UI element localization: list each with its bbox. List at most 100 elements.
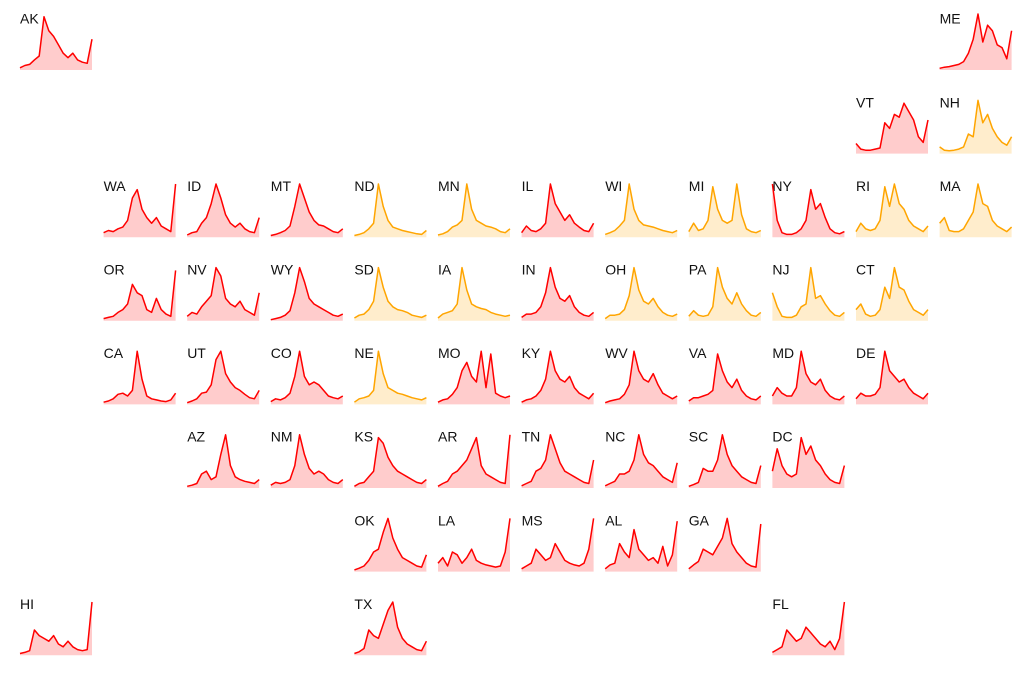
sparkline [604,434,678,487]
tile-label: ID [187,178,201,194]
sparkline [771,350,845,401]
sparkline-area [187,351,260,405]
tile-label: AK [20,11,39,27]
tile-label: IL [522,178,534,194]
sparkline [437,434,511,487]
sparkline-area [772,437,845,488]
sparkline [604,183,678,236]
sparkline [521,266,595,319]
sparkline-area [521,434,594,488]
sparkline-area [939,100,1012,154]
tile-label: MD [772,345,794,361]
sparkline [688,434,762,488]
sparkline-area [521,351,594,405]
sparkline [103,270,177,320]
tile-label: TX [354,596,373,612]
sparkline [939,183,1013,233]
sparkline [354,183,427,237]
sparkline-area [103,184,176,238]
sparkline-area [270,351,343,405]
sparkline-area [688,518,761,572]
tile-label: OR [104,262,125,278]
tile-label: NE [354,345,373,361]
tile-label: CO [271,345,292,361]
sparkline [604,266,678,320]
tile-label: VA [689,345,707,361]
tile-label: DC [772,429,792,445]
sparkline [688,353,762,402]
sparkline [521,350,595,403]
sparkline [354,436,427,487]
tile-label: VT [856,94,874,110]
tile-label: NY [772,178,792,194]
tile-label: IN [522,262,536,278]
sparkline-area [270,184,343,238]
sparkline [521,434,595,487]
sparkline-area [772,351,845,405]
sparkline [855,102,929,151]
tile-label: AL [605,512,622,528]
tile-label: MO [438,345,461,361]
sparkline-area [103,351,176,405]
tile-label: NH [940,94,960,110]
sparkline-area [438,184,510,238]
tile-label: ME [940,11,961,27]
sparkline [771,266,845,319]
tile-label: LA [438,512,456,528]
tile-label: MT [271,178,292,194]
sparkline-area [688,354,761,405]
tile-label: WY [271,262,294,278]
tile-label: PA [689,262,707,278]
sparkline [855,350,929,400]
sparkline-area [438,434,510,488]
sparkline [270,266,344,321]
tile-label: OK [354,512,375,528]
sparkline [354,266,427,319]
sparkline-area [772,602,845,656]
tile-label: MS [522,512,543,528]
tile-label: MN [438,178,460,194]
sparkline-area [354,602,427,656]
sparkline-area [605,351,678,405]
tile-label: KS [354,429,373,445]
sparkline-area [187,267,260,321]
sparkline-area [856,267,928,321]
sparkline-area [187,434,260,488]
sparkline [103,350,177,403]
tile-label: IA [438,262,452,278]
tile-label: WV [605,345,628,361]
tile-label: FL [772,596,789,612]
sparkline-area [521,184,594,238]
sparkline [270,350,344,403]
sparkline-area [688,434,761,488]
tile-label: ND [354,178,374,194]
tile-label: AR [438,429,457,445]
tile-label: SD [354,262,373,278]
tile-label: CA [104,345,124,361]
tile-label: MI [689,178,705,194]
sparkline [270,434,344,486]
sparkline [604,350,678,404]
sparkline-area [856,351,928,405]
sparkline [437,266,511,319]
sparkline [354,601,428,655]
sparkline [270,183,344,237]
sparkline-area [939,14,1012,70]
sparkline-area [856,103,928,154]
tile-label: DE [856,345,875,361]
sparkline [103,183,177,234]
tile-label: SC [689,429,708,445]
sparkline-area [354,518,427,572]
sparkline-area [772,184,845,238]
sparkline [19,16,93,69]
sparkline [437,350,511,403]
tile-label: OH [605,262,626,278]
tile-label: KY [522,345,541,361]
sparkline-area [103,270,176,321]
sparkline-area [438,267,510,321]
tile-label: NV [187,262,207,278]
sparkline [19,601,93,655]
sparkline [939,13,1013,70]
sparkline-area [939,184,1012,238]
